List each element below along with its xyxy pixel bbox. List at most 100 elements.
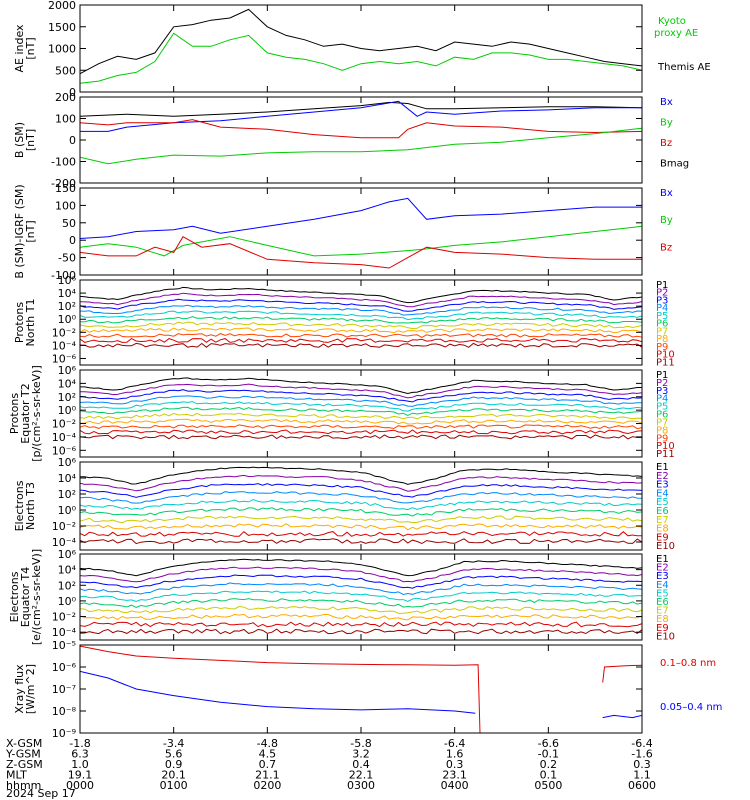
ylabel-pn-0: Protons	[13, 302, 26, 343]
legend-b-2: Bz	[660, 138, 672, 149]
series-line-pn-5	[80, 316, 642, 324]
legend-en-0: E1	[656, 462, 669, 473]
legend-pn-2: P3	[656, 295, 668, 306]
footer-value-3-2: 21.1	[255, 769, 280, 782]
series-line-b-1	[80, 100, 642, 132]
ytick-label-dbs-0: -100	[51, 269, 76, 282]
footer-value-4-1: 0100	[160, 779, 188, 792]
legend-ee-1: E2	[656, 563, 669, 574]
series-line-en-3	[80, 491, 642, 504]
ylabel-ee-2: [e/(cm²-s-sr-keV)]	[30, 549, 43, 645]
ytick-label-pn-1: 10⁻⁴	[52, 339, 77, 352]
legend-pn-5: P6	[656, 319, 668, 330]
ytick-label-pe-1: 10⁻⁴	[52, 431, 77, 444]
series-line-ee-9	[80, 628, 642, 635]
legend-en-9: E10	[656, 541, 675, 552]
series-line-xray-2	[80, 670, 476, 714]
series-line-ee-5	[80, 598, 642, 609]
footer-value-1-2: 4.5	[259, 748, 277, 761]
ytick-label-b-3: 100	[55, 113, 76, 126]
series-line-xray-0	[80, 645, 481, 733]
legend-b-3: Bmag	[660, 158, 689, 169]
footer-value-0-4: -6.4	[444, 737, 465, 750]
ytick-label-pn-6: 10⁶	[58, 274, 77, 287]
series-line-pn-10	[80, 342, 642, 348]
ylabel-b-1: [nT]	[24, 129, 37, 151]
legend-pn-9: P10	[656, 350, 675, 361]
footer-value-0-6: -6.4	[631, 737, 652, 750]
panel-frame-en	[79, 461, 643, 551]
series-line-pe-3	[80, 395, 642, 407]
series-line-en-6	[80, 515, 642, 524]
ytick-label-en-3: 10²	[58, 488, 76, 501]
series-line-pe-6	[80, 412, 642, 420]
legend-en-4: E5	[656, 497, 669, 508]
legend-ee-7: E8	[656, 614, 669, 625]
series-line-pe-2	[80, 389, 642, 403]
ytick-label-pn-0: 10⁻⁶	[52, 352, 77, 365]
series-line-pe-4	[80, 401, 642, 412]
legend-en-1: E2	[656, 471, 669, 482]
footer-value-0-2: -4.8	[257, 737, 278, 750]
footer-value-1-5: -0.1	[538, 748, 559, 761]
footer-value-3-5: 0.1	[540, 769, 558, 782]
series-line-pe-5	[80, 406, 642, 417]
ytick-label-ee-1: 10⁻²	[52, 611, 76, 624]
legend-pe-6: P7	[656, 417, 668, 428]
ytick-label-dbs-4: 100	[55, 199, 76, 212]
series-line-b-2	[80, 119, 642, 139]
footer-value-1-3: 3.2	[352, 748, 370, 761]
ylabel-dbs-1: [nT]	[24, 220, 37, 242]
footer-value-4-6: 0600	[628, 779, 656, 792]
footer-label-2: Z-GSM	[6, 758, 43, 771]
series-line-dbs-0	[80, 197, 642, 239]
legend-ee-5: E6	[656, 597, 669, 608]
legend-ee-8: E9	[656, 623, 669, 634]
series-line-pn-7	[80, 327, 642, 334]
ytick-label-b-2: 0	[69, 134, 76, 147]
series-line-pn-0	[80, 286, 642, 304]
series-line-en-1	[80, 474, 642, 492]
legend-ee-4: E5	[656, 588, 669, 599]
ylabel-ae-0: AE index	[13, 24, 26, 73]
legend-ee-0: E1	[656, 554, 669, 565]
series-line-en-9	[80, 538, 642, 545]
ytick-label-en-0: 10⁻⁴	[52, 536, 77, 549]
ytick-label-pe-2: 10⁻²	[52, 418, 76, 431]
footer-value-0-1: -3.4	[163, 737, 184, 750]
series-line-en-4	[80, 498, 642, 511]
legend-ee-6: E7	[656, 606, 669, 617]
footer-value-1-4: 1.6	[446, 748, 464, 761]
ytick-label-en-2: 10⁰	[58, 504, 77, 517]
legend-pn-1: P2	[656, 288, 668, 299]
legend-pe-2: P3	[656, 386, 668, 397]
panel-frame-ee	[79, 553, 643, 641]
legend-xray-0: 0.1–0.8 nm	[660, 658, 716, 669]
legend-pn-4: P5	[656, 311, 668, 322]
series-line-ee-0	[80, 558, 642, 577]
series-line-en-0	[80, 466, 642, 485]
footer-label-3: MLT	[6, 769, 27, 782]
footer-value-4-3: 0300	[347, 779, 375, 792]
series-line-b-3	[80, 127, 642, 165]
legend-pn-6: P7	[656, 326, 668, 337]
legend-pe-8: P9	[656, 433, 668, 444]
series-line-dbs-1	[80, 225, 642, 257]
ytick-label-ae-3: 1500	[48, 21, 76, 34]
ylabel-dbs-0: B (SM)-IGRF (SM)	[13, 184, 26, 278]
series-line-ee-8	[80, 621, 642, 628]
ytick-label-xray-0: 10⁻⁹	[52, 727, 76, 740]
ytick-label-ee-4: 10⁴	[58, 564, 77, 577]
series-line-pe-7	[80, 418, 642, 425]
footer-value-0-0: -1.8	[69, 737, 90, 750]
ylabel-pe-1: Equator T2	[19, 383, 32, 443]
ytick-label-pn-2: 10⁻²	[52, 326, 76, 339]
ylabel-xray-0: Xray flux	[13, 664, 26, 714]
ytick-label-xray-2: 10⁻⁷	[52, 683, 76, 696]
ylabel-ae-1: [nT]	[24, 37, 37, 59]
footer-date: 2024 Sep 17	[6, 787, 76, 800]
legend-ee-9: E10	[656, 631, 675, 642]
footer-label-4: hhmm	[6, 779, 41, 792]
footer-value-2-4: 0.3	[446, 758, 464, 771]
